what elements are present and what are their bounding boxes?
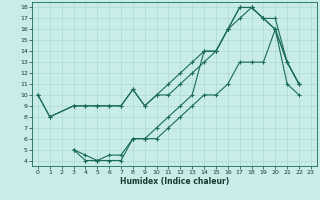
X-axis label: Humidex (Indice chaleur): Humidex (Indice chaleur) xyxy=(120,177,229,186)
